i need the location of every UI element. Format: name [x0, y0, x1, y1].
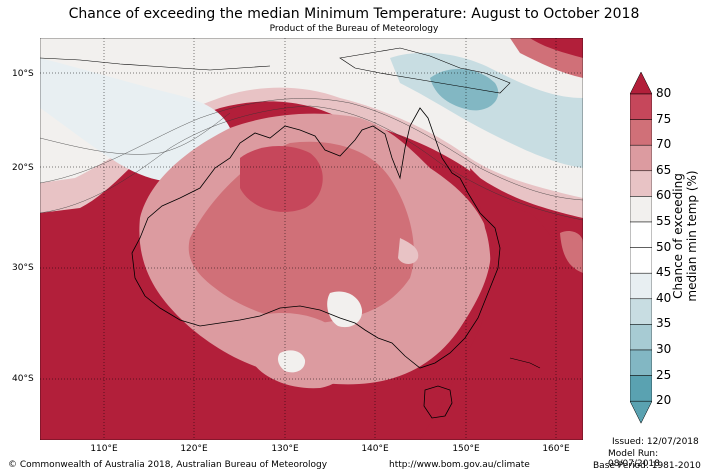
colorbar-tick-label: 60: [656, 188, 672, 203]
issued-date: Issued: 12/07/2018: [612, 437, 699, 447]
region-75-interior: [240, 146, 323, 212]
colorbar-tick-label: 35: [656, 316, 672, 331]
region-40-west: [40, 58, 233, 182]
region-55-south: [277, 350, 306, 373]
colorbar-cell: [630, 324, 652, 351]
lat-label: 30°S: [12, 263, 34, 273]
colorbar-tick-label: 30: [656, 342, 672, 356]
colorbar-cell: [630, 349, 652, 376]
map-title: Chance of exceeding the median Minimum T…: [68, 6, 640, 22]
colorbar-cell: [630, 196, 652, 223]
colorbar-tick-label: 45: [656, 265, 672, 280]
url: http://www.bom.gov.au/climate: [389, 460, 530, 470]
tasmania-coastline: [423, 385, 453, 419]
copyright: © Commonwealth of Australia 2018, Austra…: [8, 460, 328, 470]
lon-label: 110°E: [90, 444, 118, 454]
lon-label: 160°E: [542, 444, 570, 454]
colorbar-cell: [630, 298, 652, 325]
contour-line: [40, 112, 231, 155]
colorbar-tick-label: 25: [656, 367, 672, 382]
colorbar-tick-label: 80: [656, 86, 672, 100]
lat-label: 40°S: [12, 374, 34, 384]
colorbar-title: Chance of exceeding median min temp (%): [671, 170, 699, 302]
lon-label: 120°E: [180, 444, 208, 454]
colorbar-tick-label: 65: [656, 162, 672, 177]
contour-line: [40, 98, 583, 201]
colorbar-tick-label: 70: [656, 137, 672, 152]
region-60-east: [398, 238, 419, 264]
lat-label: 20°S: [12, 163, 34, 173]
colorbar-cell: [630, 221, 652, 248]
region-65-south: [242, 313, 351, 389]
lon-label: 150°E: [452, 444, 480, 454]
map-subtitle: Product of the Bureau of Meteorology: [269, 24, 439, 34]
base-period: Base Period: 1981-2010: [593, 461, 701, 471]
colorbar-cell: [630, 375, 652, 402]
colorbar-tick-label: 55: [656, 214, 672, 228]
colorbar-cells: [630, 72, 652, 424]
colorbar-bottom-arrow: [630, 400, 652, 424]
region-70-tasman: [560, 231, 583, 273]
colorbar-tick-label: 75: [656, 111, 672, 126]
colorbar-tick-label: 20: [656, 393, 672, 408]
model-run-date: Model Run: 08/07/2018: [608, 449, 660, 469]
colorbar-cell: [630, 144, 652, 172]
colorbar-cell: [630, 247, 652, 274]
colorbar-cell: [630, 272, 652, 300]
colorbar-cell: [630, 119, 652, 146]
indonesia-coastline: [40, 57, 271, 71]
colorbar: [630, 72, 652, 424]
region-55-sa: [327, 291, 363, 328]
colorbar-tick-label: 50: [656, 239, 672, 254]
colorbar-cell: [630, 93, 652, 120]
contour-line: [40, 105, 583, 221]
island-coastline: [509, 357, 541, 369]
graticule: [40, 38, 583, 440]
australia-coastline: [131, 107, 501, 369]
lon-label: 130°E: [271, 444, 299, 454]
lon-label: 140°E: [361, 444, 389, 454]
colorbar-cell: [630, 170, 652, 197]
region-80-ne: [530, 38, 583, 58]
new-guinea-coastline: [339, 47, 511, 94]
region-25: [430, 68, 499, 111]
lat-label: 10°S: [12, 69, 34, 79]
region-80-east: [420, 168, 583, 440]
colorbar-tick-label: 40: [656, 290, 672, 305]
probability-map: [40, 38, 583, 440]
colorbar-top-arrow: [630, 72, 652, 95]
